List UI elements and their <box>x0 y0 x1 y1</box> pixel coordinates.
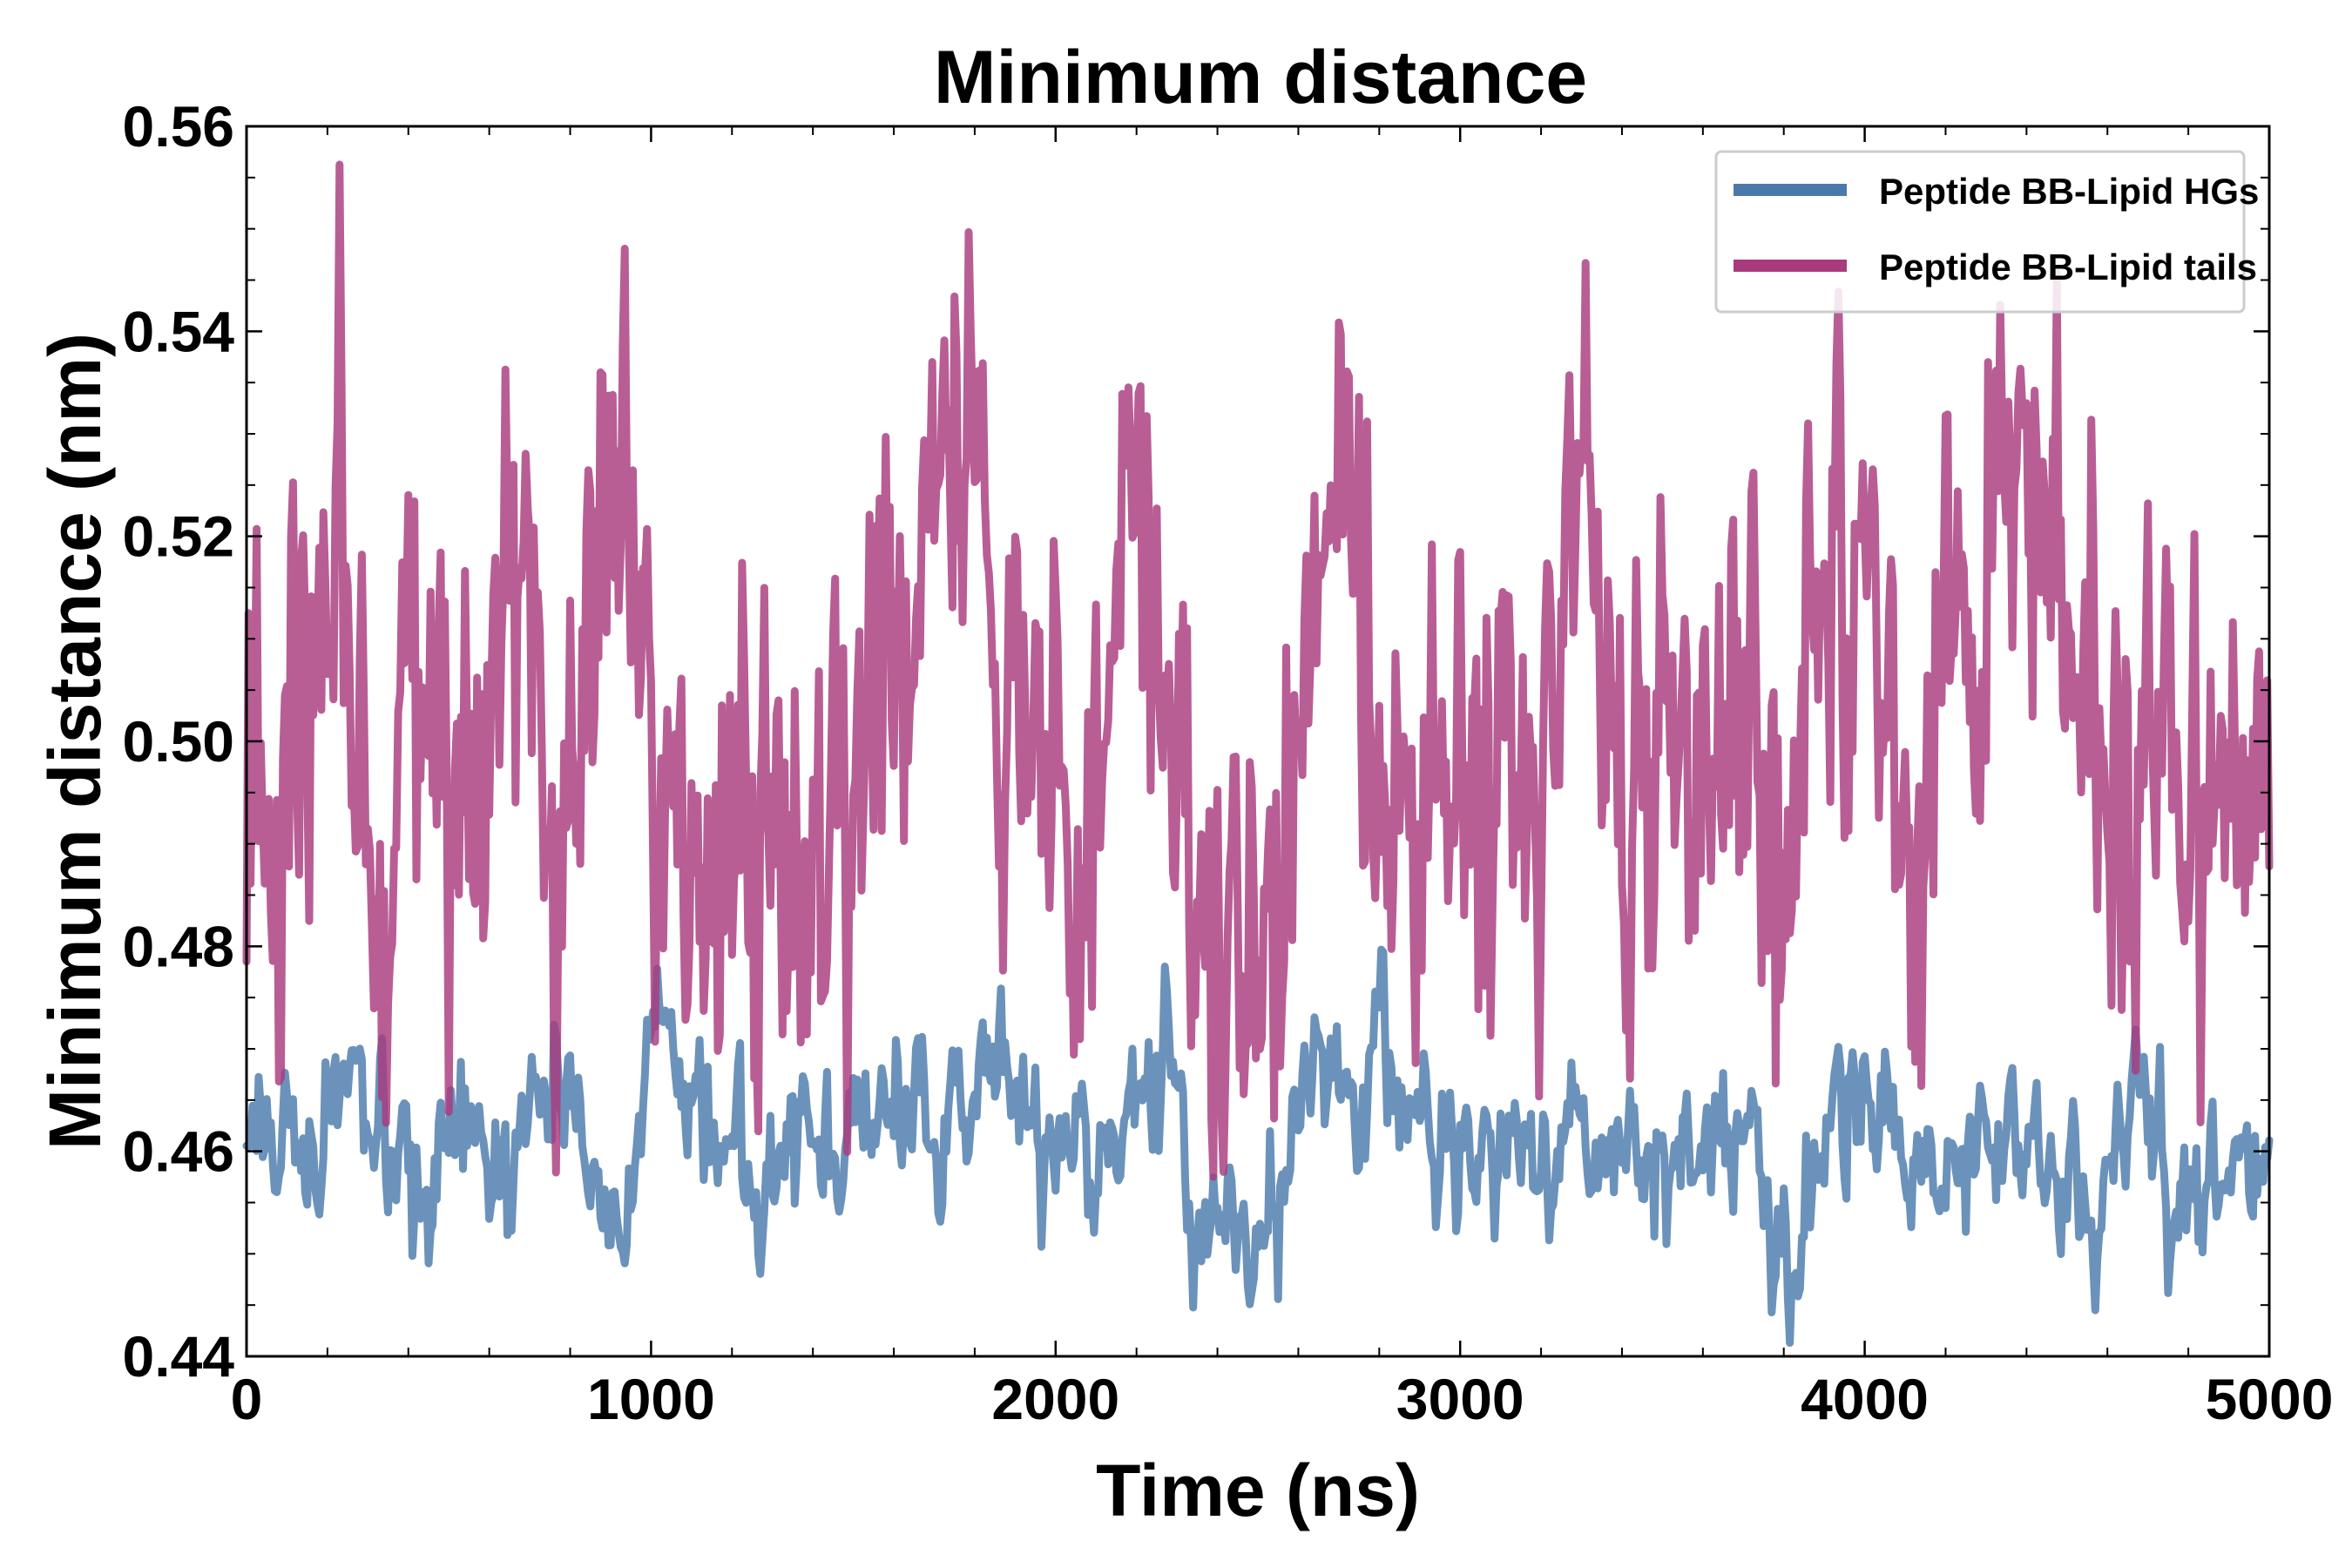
y-tick-label: 0.44 <box>123 1324 235 1389</box>
y-axis-label: Minimum distance (nm) <box>34 333 116 1150</box>
legend: Peptide BB-Lipid HGs Peptide BB-Lipid ta… <box>1714 150 2259 314</box>
series-line-lipid-hgs <box>242 945 2274 1347</box>
x-tick-label: 0 <box>231 1367 263 1431</box>
x-tick-label: 5000 <box>2206 1367 2334 1431</box>
y-tick-label: 0.46 <box>123 1119 234 1184</box>
legend-label-tails: Peptide BB-Lipid tails <box>1879 247 2257 287</box>
legend-box <box>1714 150 2246 314</box>
x-axis-label: Time (ns) <box>1096 1450 1420 1531</box>
x-tick-label: 2000 <box>991 1367 1119 1431</box>
series-line-lipid-tails <box>242 160 2274 1181</box>
y-tick-label: 0.50 <box>123 709 234 774</box>
y-tick-label: 0.56 <box>123 94 234 159</box>
x-tick-label: 3000 <box>1396 1367 1524 1431</box>
y-tick-label: 0.52 <box>123 504 234 569</box>
y-tick-label: 0.54 <box>123 299 235 363</box>
legend-label-hgs: Peptide BB-Lipid HGs <box>1879 171 2259 212</box>
series-layer <box>242 160 2274 1347</box>
tick-label-layer: 0 1000 2000 3000 4000 5000 0.44 0.46 0.48 0.50 0.5… <box>123 94 2334 1431</box>
x-tick-label: 1000 <box>587 1367 715 1431</box>
chart-title: Minimum distance <box>934 36 1587 119</box>
x-tick-label: 4000 <box>1801 1367 1929 1431</box>
plot-frame <box>245 125 2271 1358</box>
y-tick-label: 0.48 <box>123 914 234 978</box>
